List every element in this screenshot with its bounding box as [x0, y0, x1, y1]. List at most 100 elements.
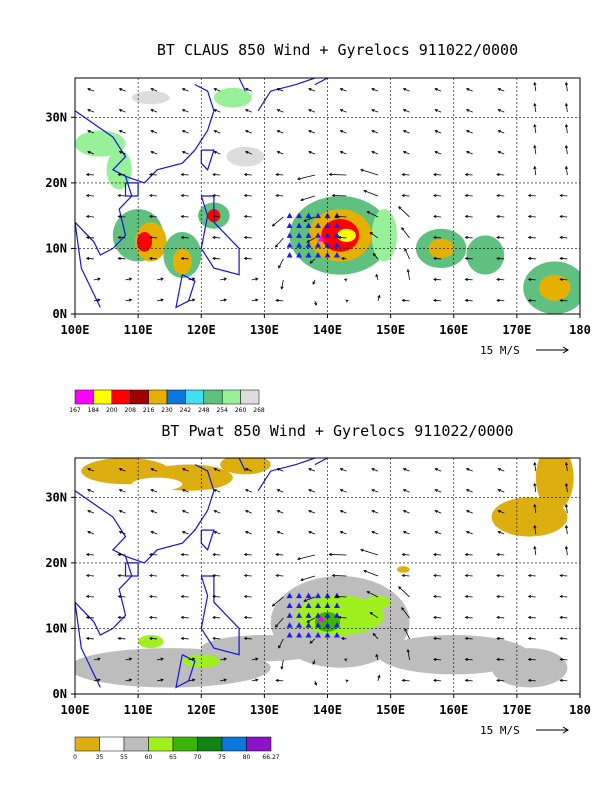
wind-vector — [182, 468, 189, 472]
wind-vector — [93, 278, 101, 281]
wind-vector — [465, 195, 473, 197]
wind-arrowhead — [223, 298, 228, 302]
wind-vector — [182, 88, 189, 92]
colorbar-label: 167 — [69, 407, 81, 414]
wind-arrowhead — [533, 123, 537, 128]
coastline — [75, 490, 133, 636]
wind-vector — [465, 174, 473, 176]
wind-vector — [86, 575, 94, 577]
wind-arrowhead — [213, 129, 217, 133]
wind-vector — [498, 489, 505, 493]
colorbar-label: 65 — [169, 754, 177, 761]
wind-vector — [87, 510, 95, 514]
wind-vector — [214, 489, 221, 493]
wind-vector — [188, 299, 195, 302]
x-tick-label: 170E — [502, 703, 531, 717]
wind-arrowhead — [559, 657, 563, 662]
wind-vector — [433, 616, 442, 619]
wind-arrowhead — [434, 488, 438, 492]
wind-vector — [565, 166, 568, 176]
wind-vector — [276, 299, 284, 302]
wind-arrowhead — [212, 636, 216, 641]
gyre-marker — [333, 252, 340, 258]
wind-vector — [149, 215, 158, 218]
colorbar-label: 268 — [253, 407, 265, 414]
wind-arrowhead — [559, 594, 563, 599]
wind-arrowhead — [276, 509, 280, 513]
wind-arrowhead — [244, 108, 249, 112]
wind-arrowhead — [118, 509, 123, 513]
wind-vector — [402, 195, 410, 197]
wind-vector — [150, 489, 158, 493]
gyre-center-marker — [317, 615, 325, 622]
wind-arrowhead — [496, 298, 500, 303]
coastline — [175, 274, 196, 309]
wind-arrowhead — [223, 657, 228, 661]
gyre-marker — [333, 242, 340, 248]
wind-vector — [466, 510, 473, 514]
wind-vector — [87, 531, 95, 535]
wind-vector — [466, 109, 473, 113]
x-tick-label: 150E — [376, 323, 405, 337]
gyre-marker — [315, 622, 322, 628]
wind-arrowhead — [527, 678, 532, 683]
wind-vector — [332, 575, 347, 577]
wind-arrowhead — [276, 468, 280, 471]
wind-vector — [272, 596, 284, 607]
wind-vector — [149, 236, 158, 239]
wind-arrowhead — [128, 678, 133, 682]
wind-vector — [149, 257, 158, 260]
wind-arrowhead — [497, 88, 501, 91]
wind-vector — [497, 658, 505, 661]
field-shading — [131, 477, 183, 491]
wind-vector — [156, 679, 164, 682]
wind-arrowhead — [275, 553, 279, 557]
wind-vector — [87, 468, 95, 472]
field-shading — [213, 87, 252, 108]
wind-arrowhead — [244, 530, 249, 534]
wind-arrowhead — [300, 578, 304, 582]
wind-arrowhead — [363, 569, 367, 573]
field-shading — [172, 248, 192, 275]
wind-vector — [466, 151, 473, 155]
wind-vector — [125, 299, 132, 302]
wind-arrowhead — [496, 657, 500, 662]
wind-arrowhead — [465, 150, 470, 154]
wind-arrowhead — [275, 678, 279, 683]
colorbar-swatch — [74, 389, 94, 405]
wind-vector — [149, 595, 158, 598]
wind-vector — [433, 236, 442, 239]
wind-arrowhead — [306, 239, 310, 243]
wind-vector — [340, 109, 347, 113]
colorbar-label: 60 — [145, 754, 153, 761]
wind-vector — [86, 236, 94, 239]
wind-arrowhead — [339, 88, 344, 91]
wind-arrowhead — [181, 150, 186, 154]
wind-vector — [87, 109, 95, 113]
wind-vector — [369, 612, 379, 619]
wind-vector — [118, 195, 126, 197]
wind-vector — [433, 595, 442, 598]
wind-arrowhead — [340, 637, 345, 641]
x-tick-label: 120E — [187, 703, 216, 717]
gyre-center-marker — [317, 235, 325, 242]
wind-scale-arrowhead — [562, 346, 569, 354]
wind-vector — [212, 195, 221, 197]
wind-arrowhead — [192, 678, 196, 682]
wind-vector — [465, 679, 473, 682]
colorbar-label: 254 — [216, 407, 228, 414]
wind-arrowhead — [371, 108, 375, 112]
wind-arrowhead — [345, 299, 349, 303]
wind-vector — [308, 468, 316, 472]
wind-arrowhead — [212, 214, 216, 219]
colorbar-swatch — [99, 736, 125, 752]
wind-vector — [277, 468, 284, 472]
wind-arrowhead — [433, 553, 437, 557]
wind-arrowhead — [278, 645, 282, 649]
wind-vector — [373, 633, 379, 640]
gyre-marker — [315, 212, 322, 219]
y-tick-label: 10N — [45, 621, 67, 635]
wind-vector — [118, 257, 126, 260]
wind-vector — [245, 109, 252, 113]
wind-vector — [560, 215, 568, 218]
